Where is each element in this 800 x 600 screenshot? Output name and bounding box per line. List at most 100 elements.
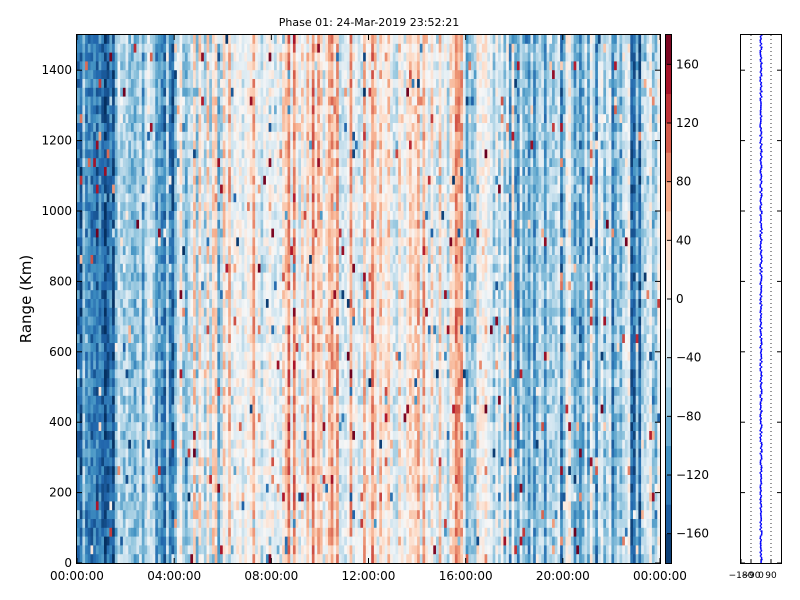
heatmap-cell: [141, 246, 145, 256]
heatmap-cell: [139, 149, 143, 159]
heatmap-cell: [276, 158, 280, 168]
heatmap-cell: [260, 43, 264, 53]
heatmap-cell: [290, 290, 294, 300]
heatmap-cell: [93, 439, 97, 449]
heatmap-cell: [136, 395, 140, 405]
heatmap-cell: [233, 281, 237, 291]
heatmap-cell: [168, 431, 172, 441]
heatmap-cell: [114, 422, 118, 432]
heatmap-cell: [112, 149, 116, 159]
heatmap-cell: [257, 325, 261, 335]
heatmap-cell: [93, 343, 97, 353]
heatmap-cell: [271, 123, 275, 133]
heatmap-cell: [184, 299, 189, 309]
heatmap-cell: [217, 228, 221, 238]
heatmap-cell: [103, 123, 108, 133]
heatmap-cell: [82, 554, 86, 564]
heatmap-cell: [157, 167, 162, 177]
heatmap-cell: [195, 123, 199, 133]
heatmap-cell: [193, 255, 197, 265]
heatmap-cell: [190, 211, 194, 221]
heatmap-cell: [257, 211, 261, 221]
heatmap-cell: [179, 272, 183, 282]
heatmap-cell: [190, 299, 194, 309]
heatmap-cell: [112, 263, 116, 273]
heatmap-cell: [238, 527, 242, 537]
heatmap-cell: [130, 334, 135, 344]
heatmap-cell: [139, 492, 143, 502]
heatmap-cell: [274, 96, 278, 106]
heatmap-cell: [82, 140, 86, 150]
heatmap-cell: [271, 492, 275, 502]
heatmap-cell: [179, 158, 183, 168]
heatmap-cell: [198, 35, 202, 45]
heatmap-cell: [233, 263, 237, 273]
heatmap-cell: [168, 527, 172, 537]
heatmap-cell: [233, 369, 237, 379]
heatmap-cell: [201, 246, 205, 256]
heatmap-cell: [268, 343, 272, 353]
heatmap-cell: [144, 158, 148, 168]
heatmap-cell: [247, 255, 251, 265]
heatmap-cell: [263, 378, 267, 388]
heatmap-cell: [290, 413, 294, 423]
heatmap-cell: [255, 105, 259, 115]
heatmap-cell: [252, 87, 256, 97]
heatmap-cell: [241, 202, 245, 212]
heatmap-cell: [79, 360, 83, 370]
heatmap-cell: [179, 334, 183, 344]
heatmap-cell: [217, 448, 221, 458]
heatmap-cell: [187, 483, 191, 493]
heatmap-cell: [217, 492, 221, 502]
heatmap-cell: [233, 325, 237, 335]
heatmap-cell: [160, 519, 164, 529]
heatmap-cell: [103, 545, 108, 555]
heatmap-cell: [287, 281, 291, 291]
heatmap-cell: [101, 52, 105, 62]
heatmap-cell: [163, 545, 167, 555]
heatmap-cell: [236, 527, 240, 537]
heatmap-cell: [93, 123, 97, 133]
heatmap-cell: [228, 545, 232, 555]
heatmap-cell: [106, 360, 110, 370]
heatmap-cell: [193, 307, 197, 317]
heatmap-cell: [284, 475, 288, 485]
heatmap-cell: [149, 202, 153, 212]
heatmap-cell: [203, 175, 207, 185]
heatmap-cell: [260, 422, 264, 432]
heatmap-cell: [120, 457, 124, 467]
heatmap-cell: [149, 492, 153, 502]
heatmap-cell: [139, 237, 143, 247]
heatmap-cell: [136, 290, 140, 300]
heatmap-cell: [106, 536, 110, 546]
heatmap-cell: [252, 158, 256, 168]
heatmap-cell: [295, 439, 299, 449]
heatmap-cell: [122, 87, 126, 97]
heatmap-cell: [120, 52, 124, 62]
heatmap-cell: [117, 175, 121, 185]
heatmap-cell: [193, 457, 197, 467]
heatmap-cell: [247, 510, 251, 520]
heatmap-cell: [130, 378, 135, 388]
heatmap-cell: [247, 527, 251, 537]
heatmap-cell: [82, 114, 86, 124]
heatmap-cell: [101, 272, 105, 282]
heatmap-cell: [274, 369, 278, 379]
heatmap-cell: [130, 52, 135, 62]
heatmap-cell: [106, 281, 110, 291]
heatmap-cell: [184, 554, 189, 564]
heatmap-cell: [171, 404, 175, 414]
heatmap-cell: [274, 184, 278, 194]
heatmap-cell: [193, 334, 197, 344]
heatmap-cell: [247, 43, 251, 53]
heatmap-cell: [203, 431, 207, 441]
heatmap-cell: [198, 475, 202, 485]
heatmap-cell: [190, 193, 194, 203]
heatmap-cell: [247, 307, 251, 317]
heatmap-cell: [236, 237, 240, 247]
heatmap-cell: [190, 483, 194, 493]
heatmap-cell: [112, 43, 116, 53]
heatmap-cell: [217, 431, 221, 441]
heatmap-cell: [101, 483, 105, 493]
heatmap-cell: [130, 536, 135, 546]
